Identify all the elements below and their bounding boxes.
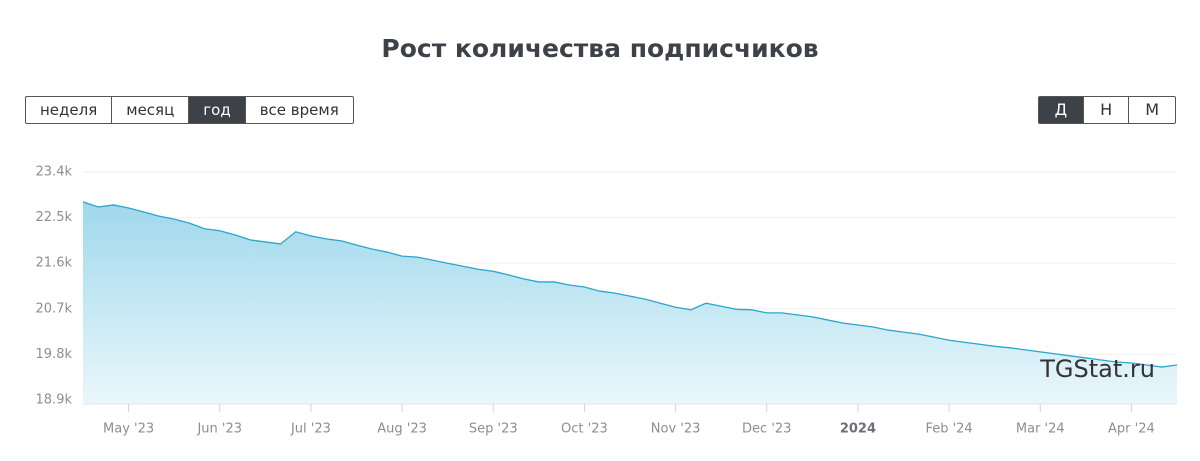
x-tick-label: 2024 [840, 422, 876, 437]
y-tick-label: 19.8k [36, 347, 73, 362]
y-tick-label: 23.4k [36, 165, 73, 180]
toggle-button[interactable]: все время [244, 97, 353, 123]
area-fill [83, 201, 1177, 404]
x-tick-label: May '23 [103, 422, 154, 437]
x-tick-label: Nov '23 [651, 422, 701, 437]
y-tick-label: 20.7k [36, 301, 73, 316]
x-tick-label: Dec '23 [742, 422, 791, 437]
toggle-button[interactable]: Н [1083, 97, 1128, 123]
x-tick-label: Mar '24 [1016, 422, 1065, 437]
x-tick-label: Oct '23 [561, 422, 608, 437]
toggle-button[interactable]: месяц [111, 97, 188, 123]
x-tick-label: Feb '24 [925, 422, 972, 437]
toggle-button[interactable]: неделя [40, 101, 98, 119]
y-tick-label: 21.6k [36, 256, 73, 271]
chart-title: Рост количества подписчиков [381, 34, 819, 63]
y-tick-label: 22.5k [36, 210, 73, 225]
x-tick-label: Sep '23 [469, 422, 518, 437]
x-tick-label: Jun '23 [196, 422, 242, 437]
y-tick-label: 18.9k [36, 393, 73, 408]
x-tick-label: Jul '23 [290, 422, 331, 437]
period-buttons: неделя месяц год все время [25, 96, 354, 124]
area-line [82, 201, 1178, 368]
toggle-button[interactable]: год [188, 97, 245, 123]
toggle-button[interactable]: Д [1038, 97, 1084, 123]
x-tick-label: Aug '23 [377, 422, 427, 437]
x-tick-label: Apr '24 [1108, 422, 1155, 437]
toggle-button[interactable]: М [1128, 97, 1175, 123]
watermark: TGStat.ru [1039, 355, 1155, 383]
